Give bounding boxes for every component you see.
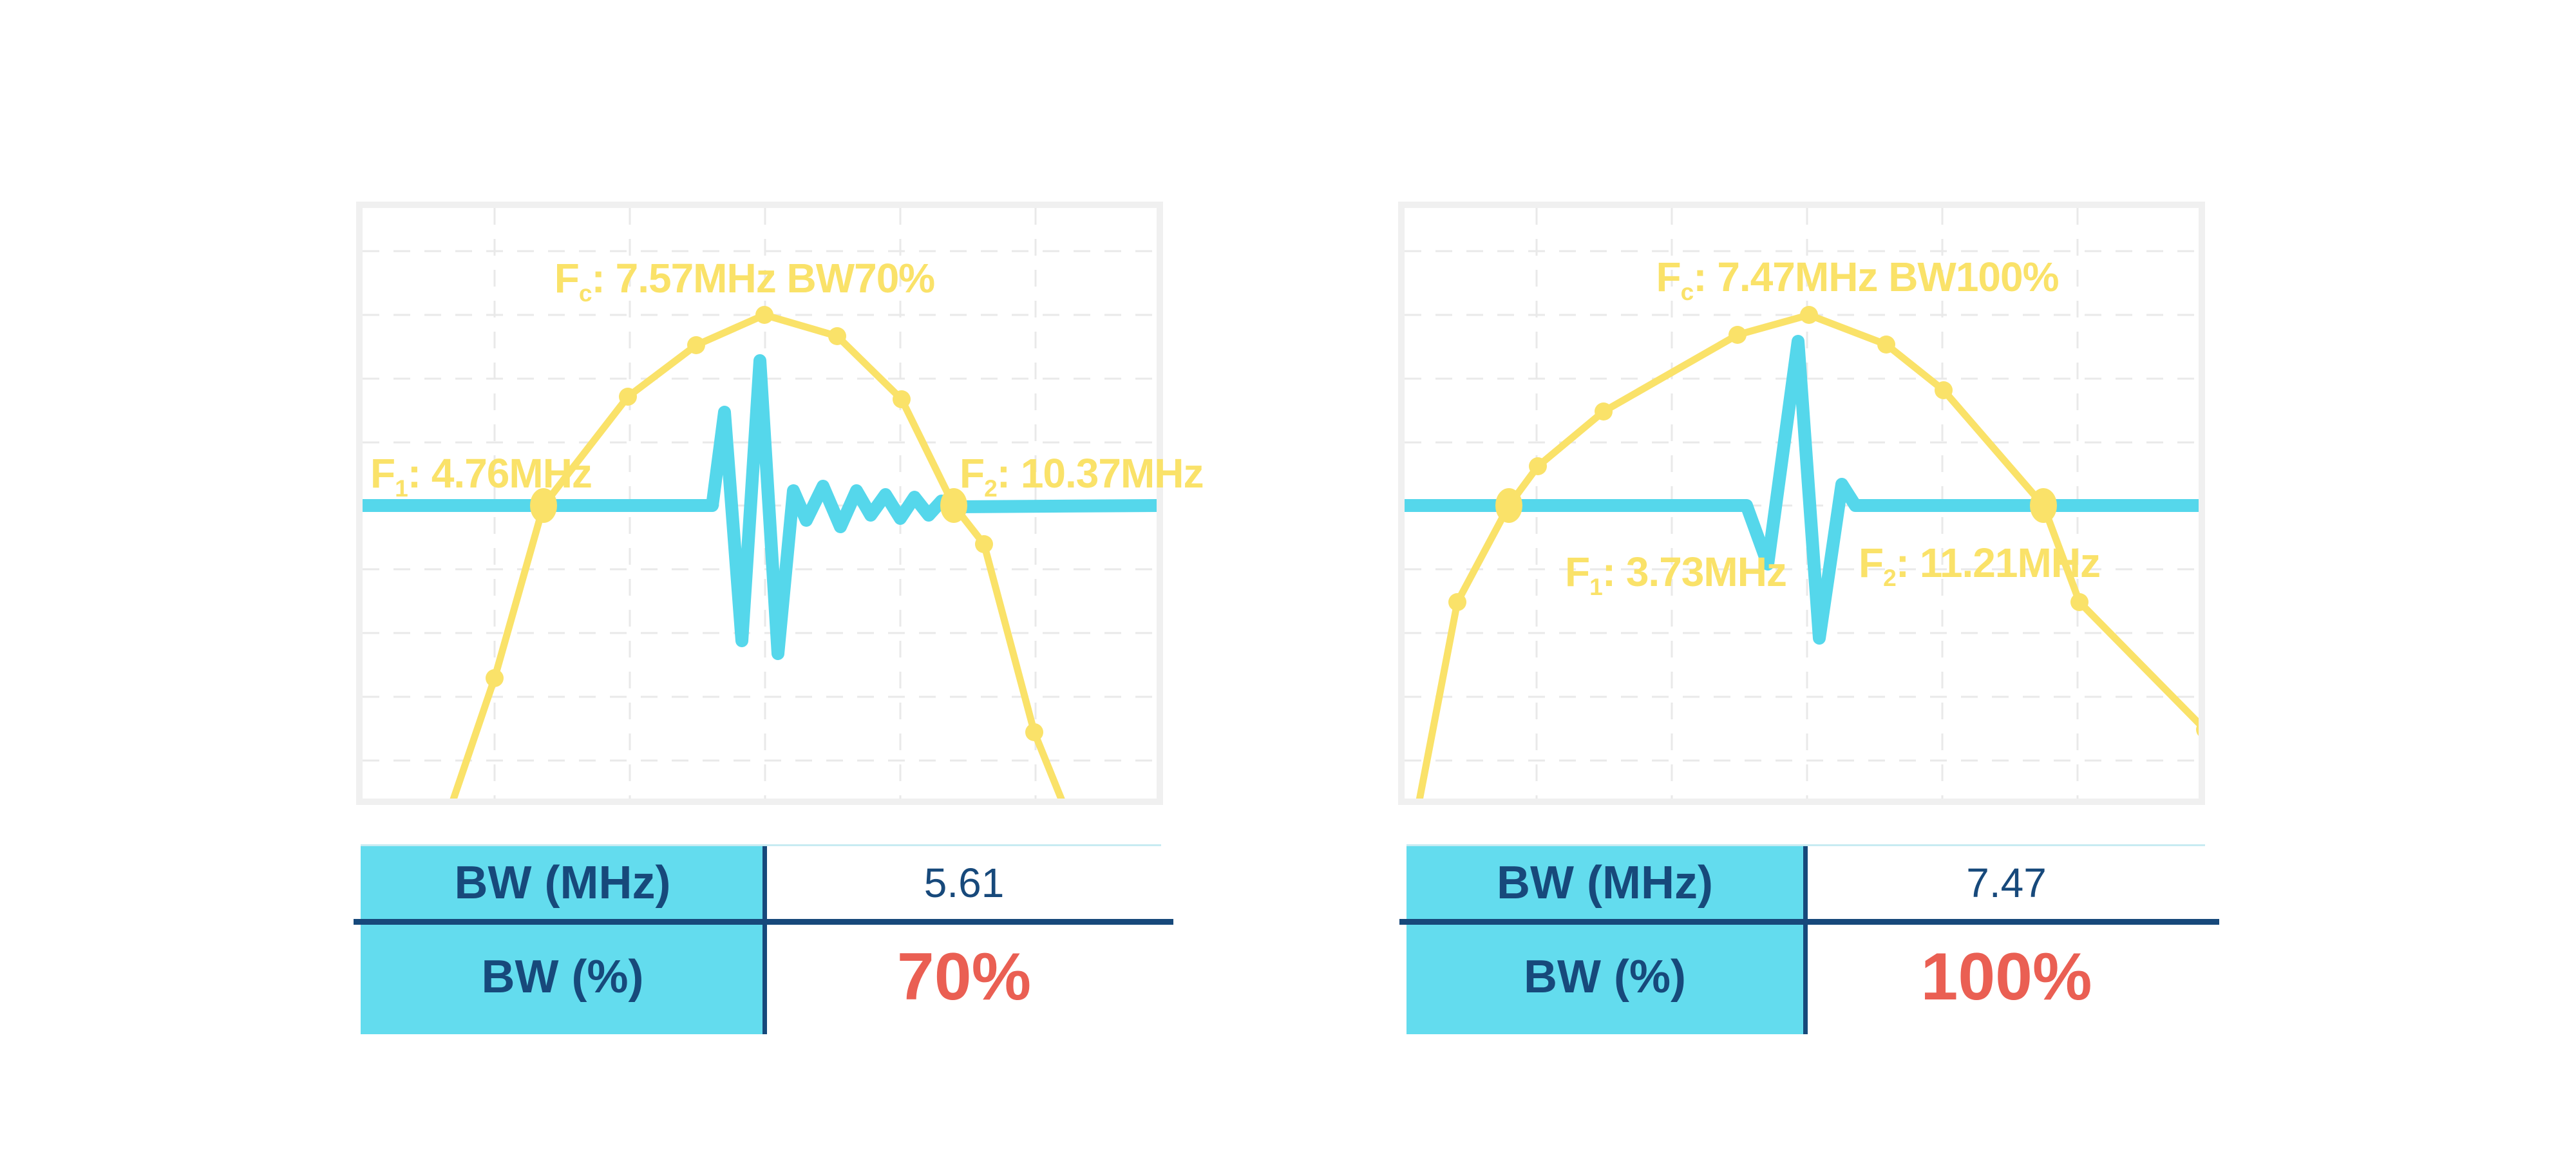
f1-label-subscript: 1	[395, 474, 408, 502]
f1-label-value: : 3.73MHz	[1602, 549, 1787, 596]
table-header-column	[361, 846, 764, 1034]
fc-label-prefix: F	[1656, 254, 1681, 301]
spectrum-plot-bw70	[363, 208, 1157, 799]
f2-label-subscript: 2	[984, 474, 998, 502]
spectrum-panel-bw70: Fc: 7.57MHz BW70% F1: 4.76MHz F2: 10.37M…	[356, 202, 1204, 805]
table-row1-value: 7.47	[1966, 859, 2047, 906]
spectrum-sample-markers	[1448, 306, 2199, 736]
time-domain-pulse-curve	[363, 354, 1157, 660]
f1-label-prefix: F	[1565, 549, 1590, 596]
f2-label-value: : 11.21MHz	[1895, 540, 2101, 587]
table-row1-label: BW (MHz)	[454, 856, 671, 909]
time-domain-pulse-curve	[1405, 335, 2199, 645]
fc-label-subscript: c	[1680, 278, 1694, 305]
table-row2-value: 70%	[896, 940, 1032, 1014]
table-column-divider	[762, 846, 767, 1034]
table-row2-label: BW (%)	[481, 951, 644, 1003]
bandwidth-crossing-markers	[530, 488, 967, 523]
table-row1-label: BW (MHz)	[1497, 856, 1713, 909]
table-row2-label: BW (%)	[1524, 951, 1686, 1003]
f2-label-prefix: F	[1859, 540, 1884, 587]
spectrum-envelope-curve	[450, 311, 1065, 799]
table-column-divider	[1803, 846, 1808, 1034]
spectrum-envelope-curve	[1416, 311, 2199, 799]
table-top-border	[1406, 844, 2205, 846]
table-row-divider	[1399, 919, 2219, 925]
bandwidth-crossing-markers	[1495, 488, 2057, 523]
table-row1-value: 5.61	[923, 859, 1005, 906]
fc-label-subscript: c	[578, 279, 592, 307]
f1-label-subscript: 1	[1589, 572, 1603, 600]
f2-label-prefix: F	[960, 450, 985, 497]
f1-frequency-label: F1: 4.76MHz	[370, 453, 592, 500]
f1-frequency-label: F1: 3.73MHz	[1565, 549, 1787, 600]
fc-label-value: : 7.47MHz BW100%	[1693, 254, 2059, 301]
spectrum-sample-markers	[486, 306, 1043, 741]
f2-frequency-label: F2: 10.37MHz	[960, 453, 1204, 500]
table-header-column	[1406, 846, 1803, 1034]
f2-label-subscript: 2	[1883, 563, 1897, 591]
f2-frequency-label: F2: 11.21MHz	[1859, 540, 2101, 591]
fc-label-value: : 7.57MHz BW70%	[591, 255, 936, 302]
spectrum-panel-bw100: Fc: 7.47MHz BW100% F1: 3.73MHz F2: 11.21…	[1398, 202, 2205, 805]
table-row2-value: 100%	[1920, 940, 2092, 1014]
f2-label-value: : 10.37MHz	[996, 450, 1204, 497]
f1-label-value: : 4.76MHz	[407, 450, 592, 497]
fc-label-prefix: F	[554, 255, 580, 302]
f1-label-prefix: F	[370, 450, 395, 497]
table-top-border	[361, 844, 1161, 846]
center-frequency-label: Fc: 7.47MHz BW100%	[1656, 254, 2059, 305]
center-frequency-label: Fc: 7.57MHz BW70%	[554, 255, 936, 307]
spectrum-plot-bw100	[1405, 208, 2199, 799]
